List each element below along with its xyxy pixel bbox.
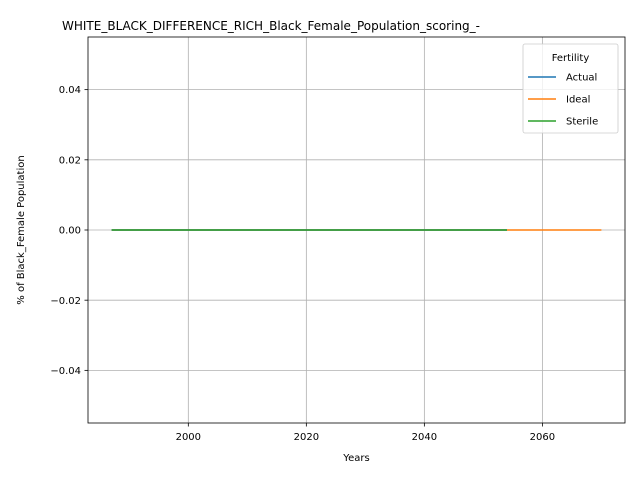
y-tick-label: 0.00	[59, 226, 81, 237]
legend-label-sterile: Sterile	[566, 117, 598, 128]
x-tick-label: 2000	[176, 432, 201, 443]
legend-items: Actual Ideal Sterile	[528, 73, 598, 128]
y-tick-label: 0.04	[59, 85, 81, 96]
x-tick-label: 2060	[530, 432, 555, 443]
legend-title: Fertility	[552, 53, 590, 64]
legend-box	[522, 43, 619, 134]
y-tick-label: −0.04	[50, 366, 81, 377]
x-axis-label: Years	[342, 453, 369, 464]
x-tick-label: 2020	[294, 432, 319, 443]
y-tick-label: −0.02	[50, 296, 81, 307]
x-tick-label: 2040	[412, 432, 437, 443]
y-axis-label: % of Black_Female Population	[16, 155, 27, 304]
y-tick-label: 0.02	[59, 155, 81, 166]
tick-layer: 2000 2020 2040 2060 −0.04 −0.02 0.00 0.02 0.04	[50, 85, 555, 443]
chart-title: WHITE_BLACK_DIFFERENCE_RICH_Black_Female…	[62, 19, 480, 33]
legend: Fertility Actual Ideal Sterile	[522, 43, 619, 134]
legend-label-actual: Actual	[566, 73, 597, 84]
legend-label-ideal: Ideal	[566, 95, 590, 106]
